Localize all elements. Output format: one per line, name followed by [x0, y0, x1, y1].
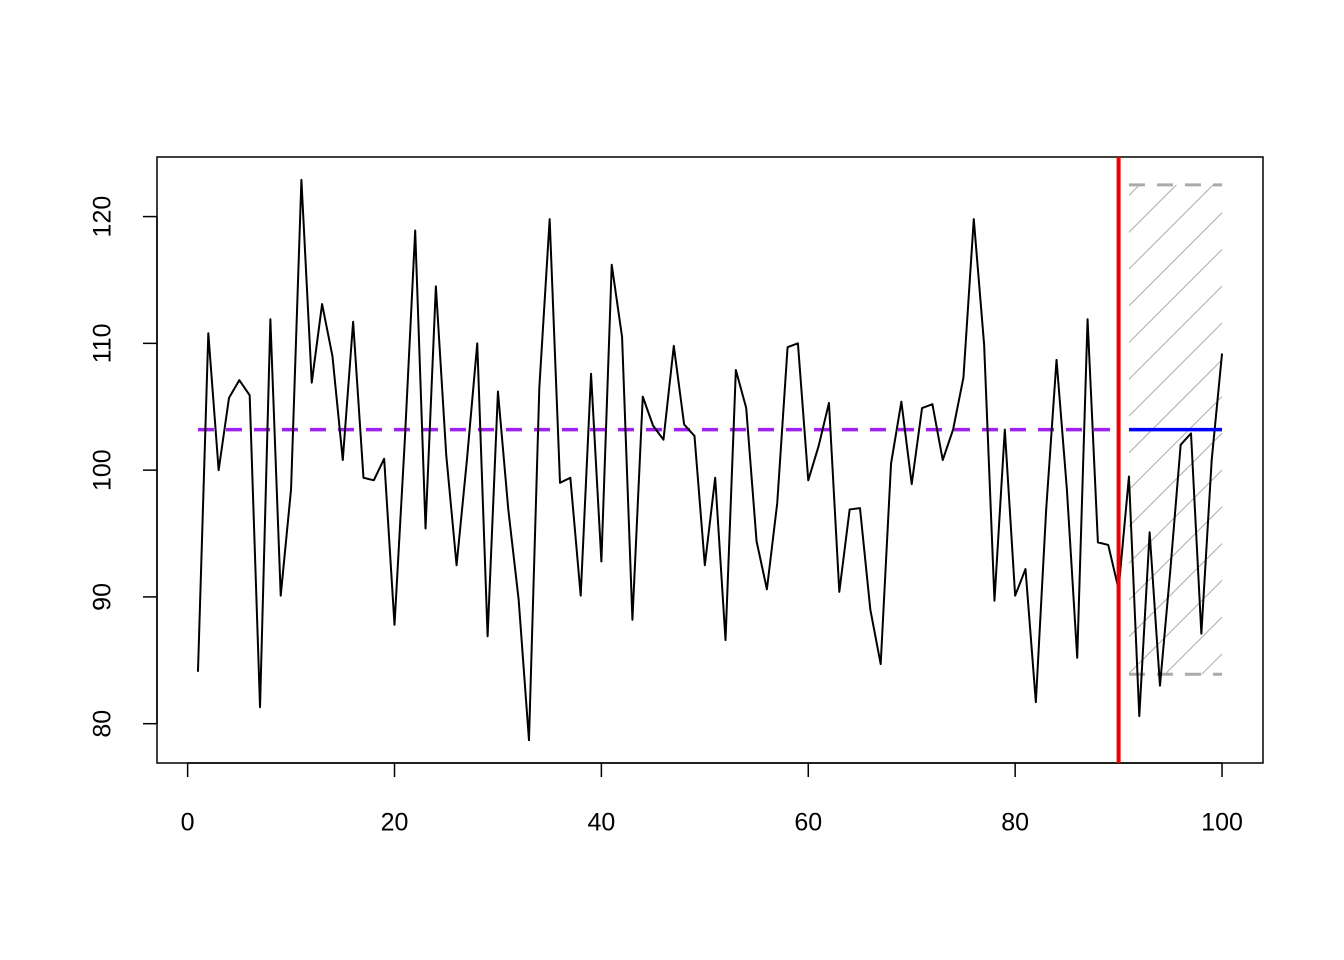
- y-tick-label: 100: [89, 449, 117, 491]
- x-tick-label: 80: [1001, 809, 1029, 837]
- x-tick-label: 60: [794, 809, 822, 837]
- y-tick-label: 90: [89, 583, 117, 611]
- x-tick-label: 100: [1201, 809, 1243, 837]
- plot-box: [156, 156, 1264, 764]
- series-line: [196, 178, 1224, 742]
- y-tick-label: 120: [89, 196, 117, 238]
- y-tick-label: 110: [89, 323, 117, 363]
- x-tick-label: 40: [587, 809, 615, 837]
- x-tick-label: 20: [381, 809, 409, 837]
- x-tick-label: 0: [181, 809, 195, 837]
- y-tick-label: 80: [89, 710, 117, 738]
